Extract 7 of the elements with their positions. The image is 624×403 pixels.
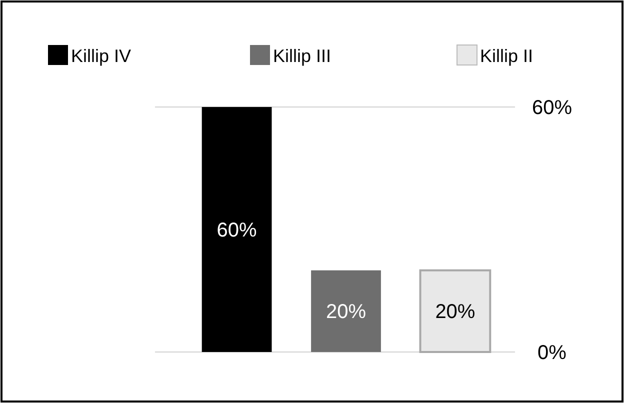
data-label: 20% <box>435 301 476 324</box>
y-tick-label: 0% <box>538 342 567 364</box>
legend-label: Killip II <box>480 46 534 66</box>
data-label: 20% <box>326 301 366 324</box>
data-label: 60% <box>216 220 258 242</box>
legend-label: Killip IV <box>71 46 132 66</box>
legend-label: Killip III <box>273 46 332 66</box>
